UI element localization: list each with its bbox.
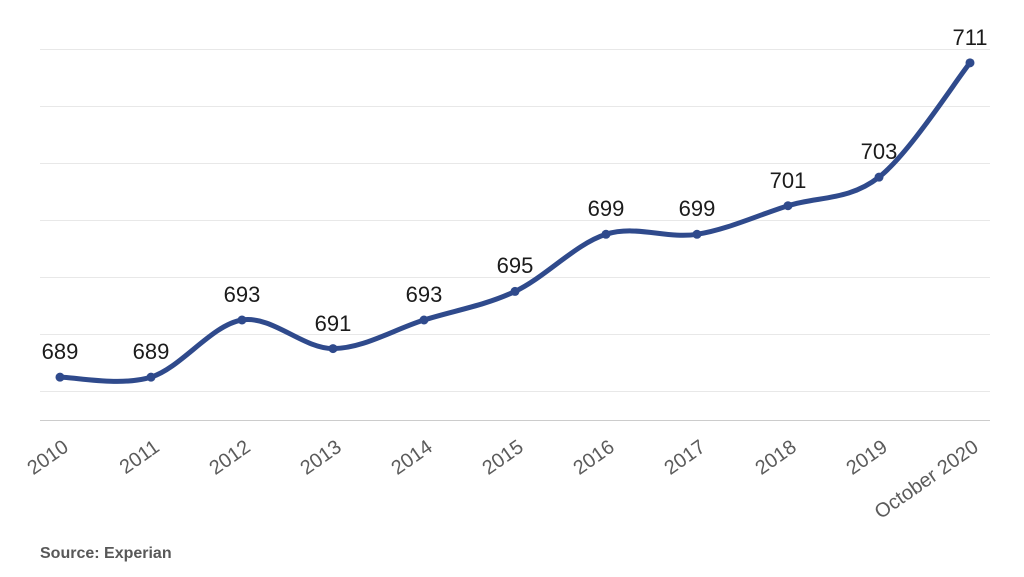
x-tick-label: 2018 — [752, 436, 802, 480]
x-tick-label: 2012 — [206, 436, 256, 480]
x-tick-label: 2016 — [570, 436, 620, 480]
data-marker — [56, 373, 65, 382]
data-label: 699 — [679, 196, 716, 222]
data-marker — [329, 344, 338, 353]
series-line — [40, 20, 990, 420]
data-marker — [420, 316, 429, 325]
x-tick-label: 2014 — [388, 436, 438, 480]
source-attribution: Source: Experian — [40, 545, 172, 563]
data-label: 711 — [952, 25, 987, 51]
data-marker — [238, 316, 247, 325]
data-label: 693 — [406, 282, 443, 308]
x-tick-label: 2010 — [24, 436, 74, 480]
data-marker — [511, 287, 520, 296]
data-label: 699 — [588, 196, 625, 222]
x-tick-label: 2017 — [661, 436, 711, 480]
data-marker — [147, 373, 156, 382]
data-label: 695 — [497, 253, 534, 279]
data-label: 693 — [224, 282, 261, 308]
plot-area: 689 689 693 691 693 695 699 699 701 703 711 — [40, 20, 990, 420]
data-marker — [693, 230, 702, 239]
data-marker — [784, 201, 793, 210]
x-tick-label: 2011 — [116, 436, 164, 480]
data-label: 689 — [42, 339, 79, 365]
line-chart: 689 689 693 691 693 695 699 699 701 703 711 Source… — [0, 0, 1024, 577]
data-marker — [602, 230, 611, 239]
x-tick-label: 2013 — [297, 436, 347, 480]
data-label: 703 — [861, 139, 898, 165]
data-label: 701 — [770, 168, 807, 194]
x-tick-label: 2019 — [843, 436, 893, 480]
x-tick-label: 2015 — [479, 436, 529, 480]
data-label: 691 — [315, 311, 352, 337]
x-axis-baseline — [40, 420, 990, 421]
data-marker — [875, 173, 884, 182]
data-marker — [966, 58, 975, 67]
data-label: 689 — [133, 339, 170, 365]
